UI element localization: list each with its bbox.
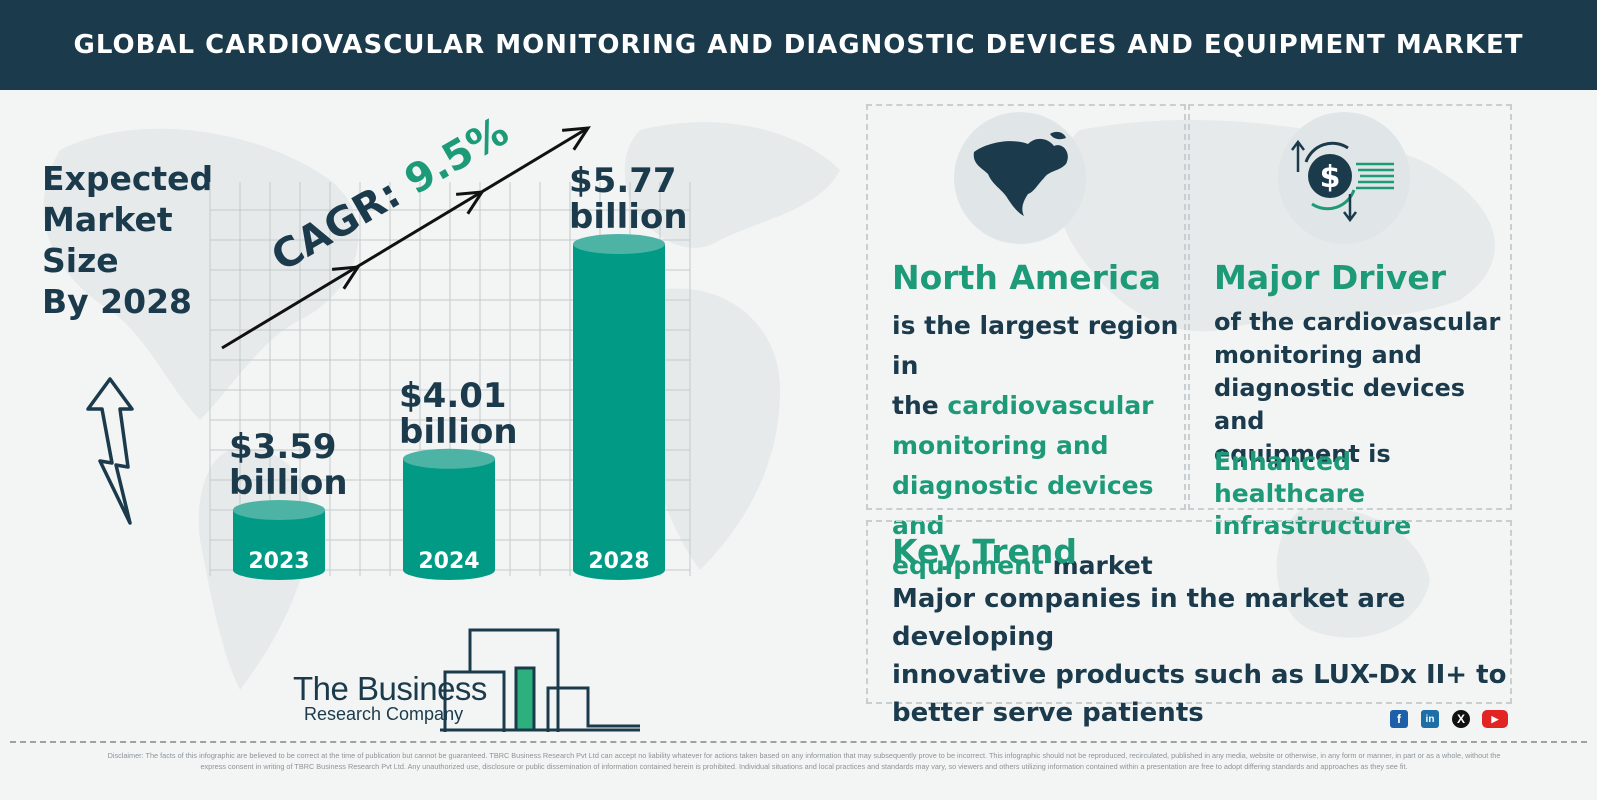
header-banner: GLOBAL CARDIOVASCULAR MONITORING AND DIA…: [0, 0, 1597, 90]
description-line: monitoring and: [1214, 341, 1422, 369]
footer-divider: [10, 741, 1587, 743]
north-america-title: North America: [892, 258, 1162, 297]
facebook-icon[interactable]: f: [1390, 710, 1408, 728]
north-america-panel: North America is the largest region in t…: [866, 104, 1186, 580]
description-line: innovative products such as LUX-Dx II+ t…: [892, 660, 1507, 690]
description-highlight: cardiovascular: [947, 391, 1154, 420]
description-line: monitoring and: [892, 431, 1109, 460]
svg-text:$: $: [1320, 160, 1341, 195]
value-label: $4.01: [399, 376, 507, 416]
bar-top: [573, 234, 665, 255]
dollar-exchange-icon: $: [1291, 139, 1394, 223]
bar-body: [403, 458, 495, 570]
unit-label: billion: [229, 463, 348, 503]
market-size-chart: CAGR: 9.5% 2023$3.59billion2024$4.01bill…: [209, 110, 691, 580]
trend-arrowhead: [455, 190, 485, 215]
key-trend-description: Major companies in the market are develo…: [892, 580, 1510, 732]
cagr-prefix: CAGR:: [264, 164, 420, 281]
description-line: Major companies in the market are develo…: [892, 584, 1406, 652]
bar-base: [233, 560, 325, 580]
bar-top: [233, 500, 325, 520]
company-logo: The Business Research Company: [290, 628, 650, 732]
highlight-line: Enhanced healthcare: [1214, 447, 1365, 508]
bar-top: [403, 448, 495, 469]
description-line: better serve patients: [892, 698, 1204, 728]
description-line: equipment is: [1214, 440, 1391, 468]
chart-bars: 2023$3.59billion2024$4.01billion2028$5.7…: [229, 161, 688, 580]
major-driver-panel: $ Major Driver of the cardiovascular mon…: [1188, 104, 1512, 540]
unit-label: billion: [399, 412, 518, 452]
expected-line: Size: [42, 241, 119, 280]
cagr-value: 9.5%: [397, 110, 516, 204]
trend-arrowhead: [561, 126, 591, 151]
value-label: $3.59: [229, 427, 337, 467]
logo-buildings-icon: [440, 628, 640, 732]
description-text: the: [892, 391, 948, 420]
unit-label: billion: [569, 197, 688, 237]
cagr-trend-arrow: [221, 126, 591, 350]
major-driver-icon-circle: $: [1278, 112, 1410, 244]
category-label: 2028: [588, 549, 649, 574]
key-trend-title: Key Trend: [892, 532, 1078, 571]
disclaimer-text: Disclaimer: The facts of this infographi…: [107, 751, 1501, 771]
description-line: diagnostic devices and: [1214, 374, 1466, 435]
x-twitter-icon[interactable]: X: [1452, 710, 1470, 728]
linkedin-icon[interactable]: in: [1421, 710, 1439, 728]
trend-line: [221, 126, 589, 350]
description-line: the cardiovascular: [892, 386, 1184, 426]
major-driver-title: Major Driver: [1214, 258, 1446, 297]
value-label: $5.77: [569, 161, 677, 201]
north-america-icon-circle: [954, 112, 1086, 244]
expected-line: By 2028: [42, 282, 192, 321]
category-label: 2023: [248, 549, 309, 574]
bar-base: [403, 560, 495, 580]
description-line: equipment market: [892, 546, 1184, 586]
bar-base: [573, 560, 665, 580]
major-driver-highlight: Enhanced healthcare infrastructure: [1214, 446, 1510, 542]
description-line: diagnostic devices and: [892, 471, 1154, 540]
expected-market-size-label: Expected Market Size By 2028: [42, 158, 213, 322]
north-america-description: is the largest region in the cardiovascu…: [892, 306, 1184, 586]
expected-line: Expected: [42, 159, 214, 198]
key-trend-panel: Key Trend Major companies in the market …: [866, 520, 1512, 728]
youtube-icon[interactable]: ▶: [1482, 710, 1508, 728]
expected-line: Market: [42, 200, 173, 239]
logo-text-primary: The Business: [293, 670, 487, 707]
major-driver-description: of the cardiovascular monitoring and dia…: [1214, 306, 1510, 471]
north-america-map-icon: [973, 131, 1068, 216]
description-text: market: [1043, 551, 1153, 580]
trend-arrowhead: [331, 265, 361, 290]
bar-body: [573, 244, 665, 571]
logo-text-secondary: Research Company: [304, 704, 464, 724]
page-title: GLOBAL CARDIOVASCULAR MONITORING AND DIA…: [73, 30, 1524, 60]
description-line: is the largest region in: [892, 311, 1179, 380]
highlight-line: infrastructure: [1214, 511, 1412, 540]
category-label: 2024: [418, 549, 479, 574]
description-line: of the cardiovascular: [1214, 308, 1501, 336]
lightning-arrow-icon: [86, 377, 134, 525]
description-highlight: equipment: [892, 551, 1044, 580]
